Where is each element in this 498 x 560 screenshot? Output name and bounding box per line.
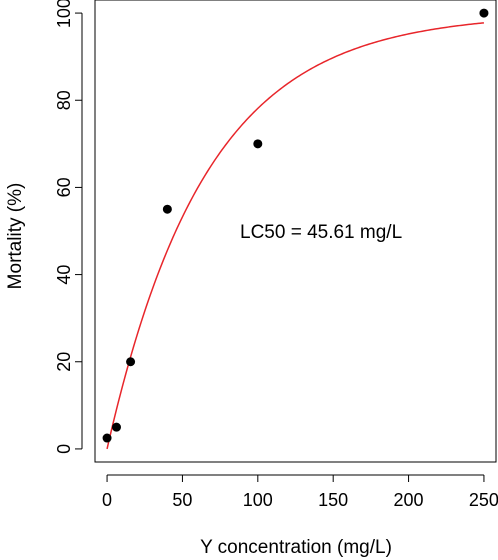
lc50-annotation: LC50 = 45.61 mg/L: [240, 222, 402, 243]
x-tick-label: 200: [394, 490, 424, 510]
y-tick-label: 0: [54, 444, 74, 454]
y-tick-label: 100: [54, 0, 74, 28]
y-tick-label: 80: [54, 90, 74, 110]
data-point: [162, 204, 172, 214]
data-point: [253, 139, 263, 149]
y-tick-label: 40: [54, 265, 74, 285]
plot-box: [94, 0, 497, 463]
x-tick-label: 0: [102, 490, 112, 510]
x-tick-label: 50: [172, 490, 192, 510]
x-tick-label: 150: [318, 490, 348, 510]
fit-curve: [106, 22, 485, 450]
y-axis-label: Mortality (%): [5, 183, 26, 290]
data-point: [126, 357, 136, 367]
x-tick-label: 250: [469, 490, 498, 510]
y-axis: 0 20 40 60 80 100: [54, 0, 83, 454]
x-axis: 0 50 100 150 200 250: [102, 474, 498, 510]
data-points: [102, 8, 489, 443]
data-point: [111, 422, 121, 432]
x-tick-label: 100: [243, 490, 273, 510]
data-point: [102, 433, 112, 443]
y-tick-label: 60: [54, 177, 74, 197]
x-axis-label: Y concentration (mg/L): [200, 537, 392, 558]
data-point: [479, 8, 489, 18]
y-tick-label: 20: [54, 352, 74, 372]
